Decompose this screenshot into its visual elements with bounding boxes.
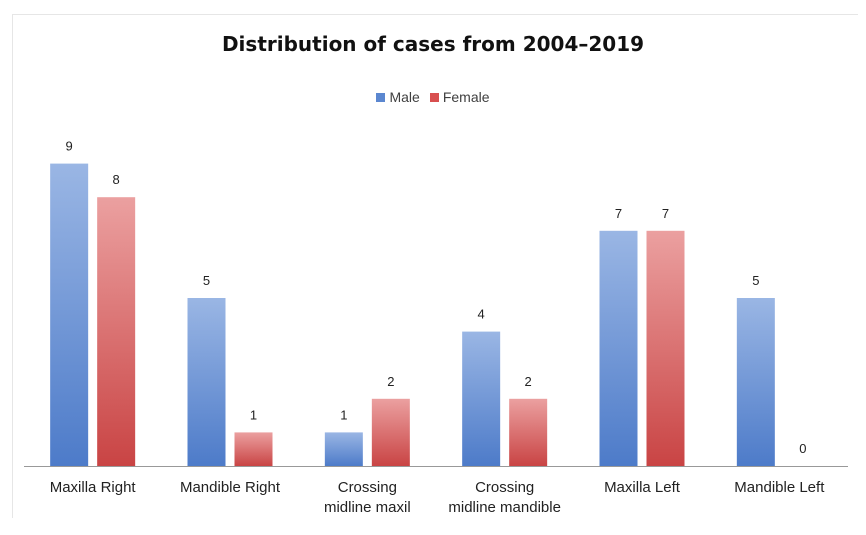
bar-male-mandible-left <box>736 298 775 466</box>
legend-swatch-female <box>429 92 439 102</box>
bar-male-maxilla-left <box>599 230 638 466</box>
value-label-male-crossing-midline-maxil: 1 <box>340 407 347 422</box>
value-label-female-crossing-midline-maxil: 2 <box>387 374 394 389</box>
category-label-crossing-midline-maxil-line2: midline maxil <box>324 499 411 516</box>
bar-male-maxilla-right <box>50 163 89 466</box>
bar-female-crossing-midline-mandible <box>509 398 548 466</box>
category-label-crossing-midline-maxil-line1: Crossing <box>338 479 397 496</box>
bar-female-mandible-right <box>234 432 273 466</box>
legend-swatch-male <box>376 92 386 102</box>
value-label-female-mandible-left: 0 <box>799 441 806 456</box>
value-label-male-crossing-midline-mandible: 4 <box>478 307 485 322</box>
bar-male-crossing-midline-mandible <box>462 331 501 466</box>
value-label-male-mandible-left: 5 <box>752 273 759 288</box>
value-label-female-maxilla-left: 7 <box>662 206 669 221</box>
category-label-crossing-midline-mandible-line2: midline mandible <box>448 499 561 516</box>
legend-item-male: Male <box>376 89 420 105</box>
category-label-crossing-midline-mandible-line1: Crossing <box>475 479 534 496</box>
value-label-male-mandible-right: 5 <box>203 273 210 288</box>
value-label-male-maxilla-right: 9 <box>66 139 73 154</box>
category-label-mandible-right: Mandible Right <box>180 479 281 496</box>
category-label-maxilla-left: Maxilla Left <box>604 479 681 496</box>
bar-female-crossing-midline-maxil <box>371 398 410 466</box>
bar-male-mandible-right <box>187 298 226 466</box>
value-label-male-maxilla-left: 7 <box>615 206 622 221</box>
bar-male-crossing-midline-maxil <box>324 432 363 466</box>
category-label-mandible-left: Mandible Left <box>734 479 825 496</box>
chart-legend: Male Female <box>0 89 866 105</box>
legend-item-female: Female <box>429 89 490 105</box>
legend-label-male: Male <box>389 89 420 105</box>
bar-female-maxilla-left <box>646 230 685 466</box>
legend-label-female: Female <box>442 89 490 105</box>
category-label-maxilla-right: Maxilla Right <box>50 479 137 496</box>
chart-title: Distribution of cases from 2004–2019 <box>221 32 645 56</box>
chart-frame <box>12 14 858 518</box>
value-label-female-maxilla-right: 8 <box>113 172 120 187</box>
value-label-female-crossing-midline-mandible: 2 <box>525 374 532 389</box>
value-label-female-mandible-right: 1 <box>250 407 257 422</box>
bar-female-maxilla-right <box>97 197 136 466</box>
